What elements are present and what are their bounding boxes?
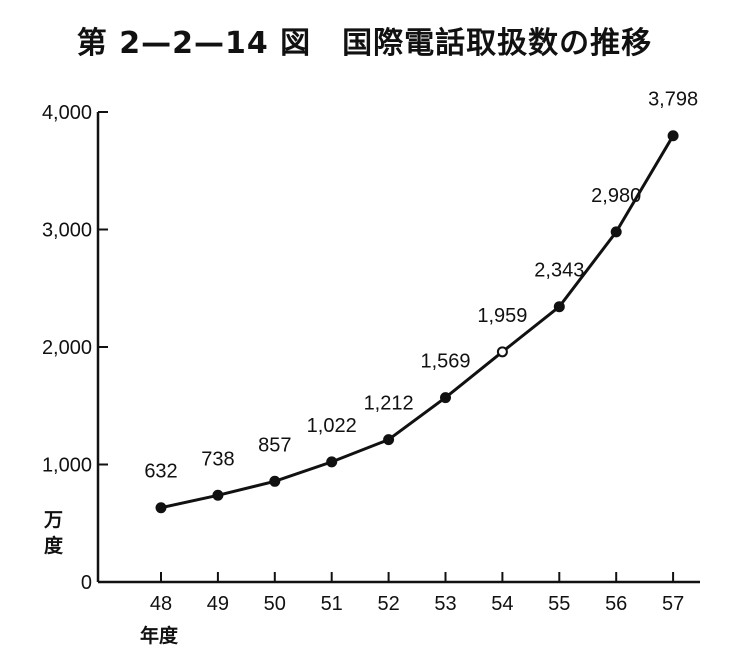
y-axis-ticks: 0 1,000 2,000 3,000 4,000 (42, 102, 108, 594)
data-point (326, 456, 338, 468)
x-tick-label: 57 (662, 593, 684, 615)
data-label: 632 (144, 461, 177, 483)
x-tick-label: 50 (264, 593, 286, 615)
data-label: 1,569 (420, 351, 470, 373)
x-tick-label: 48 (150, 593, 172, 615)
chart-title: 第 2—2—14 図 国際電話取扱数の推移 (76, 26, 653, 61)
data-points (155, 130, 679, 514)
data-label: 1,212 (364, 393, 414, 415)
x-tick-label: 56 (605, 593, 627, 615)
x-tick-label: 54 (491, 593, 513, 615)
series-line (160, 134, 675, 510)
data-label: 2,980 (591, 185, 641, 207)
data-point (667, 130, 679, 142)
data-point (212, 489, 224, 501)
axes (96, 112, 700, 584)
data-label: 3,798 (648, 89, 698, 111)
x-tick-label: 49 (207, 593, 229, 615)
y-tick-label: 1,000 (42, 455, 92, 477)
y-tick-label: 3,000 (42, 220, 92, 242)
x-tick-label: 51 (321, 593, 343, 615)
x-tick-label: 55 (548, 593, 570, 615)
y-unit-label: 万 (43, 509, 63, 531)
data-point (496, 346, 508, 358)
data-labels: 632 738 857 1,022 1,212 1,569 1,959 2,343 2,980 3… (144, 89, 698, 483)
x-axis-ticks: 48 49 50 51 52 53 54 55 56 57 (150, 572, 684, 615)
data-label: 738 (201, 448, 234, 470)
data-label: 2,343 (534, 260, 584, 282)
y-tick-label: 2,000 (42, 337, 92, 359)
x-tick-label: 53 (434, 593, 456, 615)
y-unit-label: 度 (44, 534, 64, 557)
data-point (553, 301, 565, 313)
data-label: 1,959 (477, 305, 527, 327)
data-point (269, 475, 281, 487)
data-label: 857 (258, 434, 291, 456)
x-axis-label: 年度 (140, 624, 179, 647)
data-label: 1,022 (307, 415, 357, 437)
y-tick-label: 4,000 (42, 102, 92, 124)
y-tick-label: 0 (81, 572, 92, 594)
x-tick-label: 52 (377, 593, 399, 615)
data-point (440, 392, 451, 404)
data-point (155, 502, 167, 514)
data-point (610, 226, 622, 238)
data-point (383, 434, 395, 446)
